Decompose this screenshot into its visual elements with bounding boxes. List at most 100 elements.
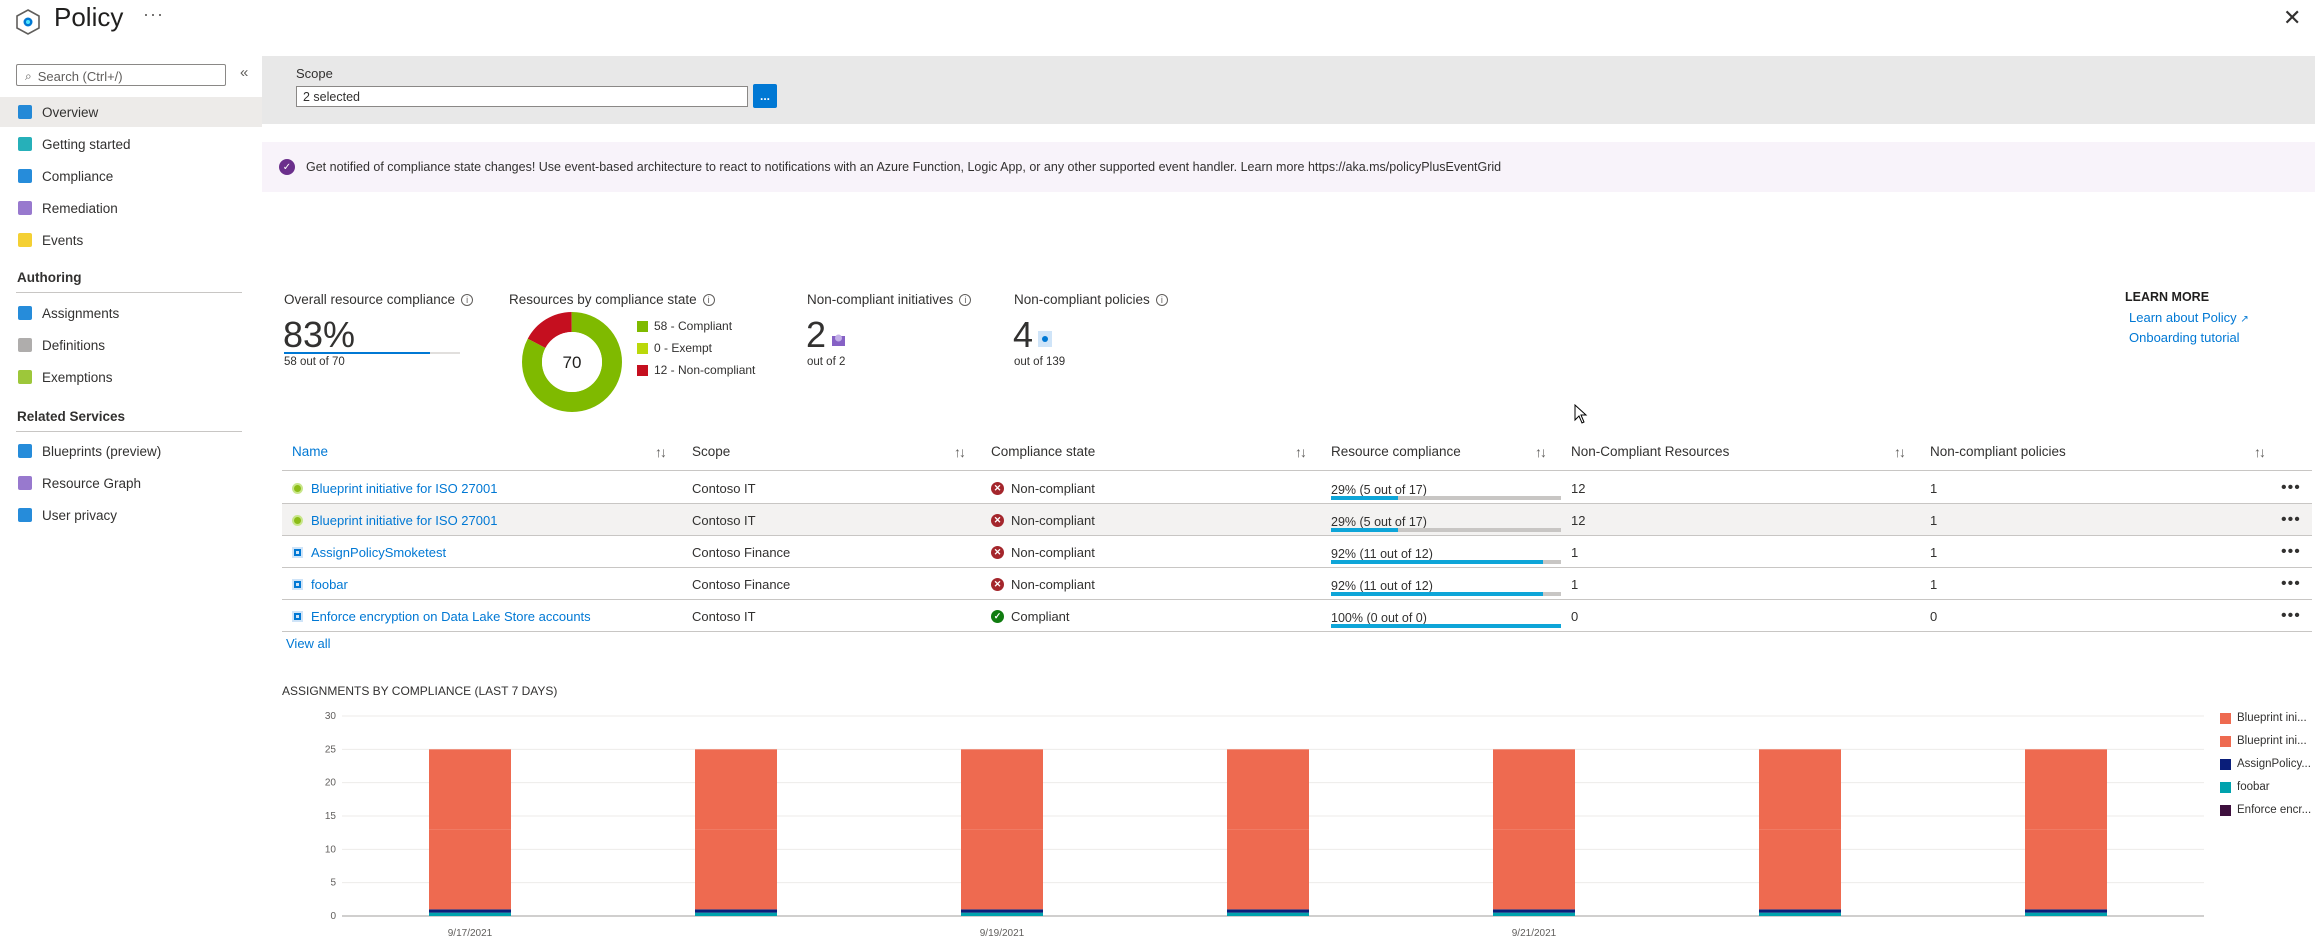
row-compliance-state: ✕ Non-compliant <box>991 472 1095 504</box>
bar-segment-2[interactable] <box>1227 909 1309 913</box>
sort-resource-compliance-icon[interactable]: ↑↓ <box>1535 444 1547 460</box>
sort-noncompliant-policies-icon[interactable]: ↑↓ <box>2254 444 2266 460</box>
donut-slice-compliant[interactable] <box>522 312 622 412</box>
bar-segment-3[interactable] <box>695 829 777 910</box>
row-name[interactable]: foobar <box>311 576 348 592</box>
chart-legend-item[interactable]: Enforce encr... <box>2220 804 2311 816</box>
collapse-sidebar-button[interactable]: « <box>240 64 249 81</box>
scope-input[interactable]: 2 selected <box>296 86 748 107</box>
legend-item[interactable]: 0 - Exempt <box>637 337 755 359</box>
row-name-link[interactable]: Blueprint initiative for ISO 27001 <box>292 504 497 536</box>
bar-segment-1[interactable] <box>1759 912 1841 916</box>
column-header-noncompliant-resources[interactable]: Non-Compliant Resources <box>1571 444 1730 459</box>
table-row[interactable]: AssignPolicySmoketest Contoso Finance ✕ Non… <box>282 536 2312 568</box>
sidebar-item-remediation[interactable]: Remediation <box>0 193 262 223</box>
bar-segment-4[interactable] <box>429 749 511 830</box>
bar-segment-4[interactable] <box>1227 749 1309 830</box>
bar-segment-2[interactable] <box>1493 909 1575 913</box>
info-icon[interactable]: i <box>1155 293 1168 306</box>
row-more-options-button[interactable]: ••• <box>2281 479 2301 496</box>
bar-segment-4[interactable] <box>2025 749 2107 830</box>
row-divider <box>282 567 2312 568</box>
row-name[interactable]: Blueprint initiative for ISO 27001 <box>311 512 498 528</box>
bar-segment-2[interactable] <box>695 909 777 913</box>
chart-legend-item[interactable]: AssignPolicy... <box>2220 758 2311 770</box>
row-name-link[interactable]: Blueprint initiative for ISO 27001 <box>292 472 497 504</box>
info-icon[interactable]: i <box>959 293 972 306</box>
row-name-link[interactable]: Enforce encryption on Data Lake Store ac… <box>292 600 591 632</box>
close-button[interactable]: ✕ <box>2283 5 2302 30</box>
table-row[interactable]: foobar Contoso Finance ✕ Non-compliant 92% (… <box>282 568 2312 600</box>
row-more-options-button[interactable]: ••• <box>2281 511 2301 528</box>
row-name[interactable]: AssignPolicySmoketest <box>311 544 447 560</box>
scope-picker-button[interactable]: ... <box>753 84 777 108</box>
sidebar-item-user-privacy[interactable]: User privacy <box>0 500 262 530</box>
sidebar-item-overview[interactable]: Overview <box>0 97 262 127</box>
onboarding-tutorial-link[interactable]: Onboarding tutorial <box>2129 330 2240 345</box>
bar-segment-1[interactable] <box>695 912 777 916</box>
bar-segment-2[interactable] <box>961 909 1043 913</box>
column-header-compliance-state[interactable]: Compliance state <box>991 444 1096 459</box>
bar-segment-2[interactable] <box>2025 909 2107 913</box>
column-header-noncompliant-policies[interactable]: Non-compliant policies <box>1930 444 2066 459</box>
bar-segment-4[interactable] <box>1759 749 1841 830</box>
search-input[interactable]: ⌕ Search (Ctrl+/) <box>16 64 226 86</box>
chart-legend-item[interactable]: foobar <box>2220 781 2270 793</box>
row-more-options-button[interactable]: ••• <box>2281 543 2301 560</box>
bar-segment-3[interactable] <box>1493 829 1575 910</box>
sidebar-item-resource-graph[interactable]: Resource Graph <box>0 468 262 498</box>
sort-noncompliant-resources-icon[interactable]: ↑↓ <box>1894 444 1906 460</box>
sidebar-item-blueprints-preview[interactable]: Blueprints (preview) <box>0 436 262 466</box>
bar-segment-1[interactable] <box>961 912 1043 916</box>
sidebar-item-exemptions[interactable]: Exemptions <box>0 362 262 392</box>
bar-segment-3[interactable] <box>2025 829 2107 910</box>
row-more-options-button[interactable]: ••• <box>2281 575 2301 592</box>
table-row[interactable]: Blueprint initiative for ISO 27001 Contos… <box>282 504 2312 536</box>
table-row[interactable]: Enforce encryption on Data Lake Store ac… <box>282 600 2312 632</box>
bar-segment-1[interactable] <box>429 912 511 916</box>
row-name[interactable]: Blueprint initiative for ISO 27001 <box>311 480 498 496</box>
policy-doc-icon <box>292 610 303 622</box>
table-row[interactable]: Blueprint initiative for ISO 27001 Contos… <box>282 472 2312 504</box>
sidebar-item-assignments[interactable]: Assignments <box>0 298 262 328</box>
learn-about-policy-link-text[interactable]: Learn about Policy <box>2129 310 2237 325</box>
info-icon[interactable]: i <box>702 293 715 306</box>
compliance-donut-chart[interactable]: 70 <box>521 311 623 413</box>
sort-scope-icon[interactable]: ↑↓ <box>954 444 966 460</box>
learn-about-policy-link[interactable]: Learn about Policy ↗ <box>2129 310 2249 325</box>
bar-segment-3[interactable] <box>1227 829 1309 910</box>
bar-segment-4[interactable] <box>1493 749 1575 830</box>
row-name-link[interactable]: AssignPolicySmoketest <box>292 536 446 568</box>
info-icon[interactable]: i <box>461 293 474 306</box>
row-more-options-button[interactable]: ••• <box>2281 607 2301 624</box>
view-all-link[interactable]: View all <box>286 636 331 651</box>
column-header-name[interactable]: Name <box>292 444 329 459</box>
bar-segment-3[interactable] <box>1759 829 1841 910</box>
chart-legend-item[interactable]: Blueprint ini... <box>2220 735 2307 747</box>
bar-segment-4[interactable] <box>961 749 1043 830</box>
bar-segment-3[interactable] <box>429 829 511 910</box>
bar-segment-2[interactable] <box>1759 909 1841 913</box>
chart-legend-item[interactable]: Blueprint ini... <box>2220 712 2307 724</box>
sort-name-icon[interactable]: ↑↓ <box>655 444 667 460</box>
bar-segment-1[interactable] <box>1227 912 1309 916</box>
bar-segment-3[interactable] <box>961 829 1043 910</box>
sidebar-item-definitions[interactable]: Definitions <box>0 330 262 360</box>
row-name-link[interactable]: foobar <box>292 568 348 600</box>
bar-segment-2[interactable] <box>429 909 511 913</box>
legend-item[interactable]: 12 - Non-compliant <box>637 359 755 381</box>
column-header-scope[interactable]: Scope <box>692 444 731 459</box>
y-tick-label: 10 <box>325 844 337 855</box>
policy-logo-icon <box>16 9 40 35</box>
sort-compliance-state-icon[interactable]: ↑↓ <box>1295 444 1307 460</box>
sidebar-item-compliance[interactable]: Compliance <box>0 161 262 191</box>
row-name[interactable]: Enforce encryption on Data Lake Store ac… <box>311 608 591 624</box>
bar-segment-4[interactable] <box>695 749 777 830</box>
bar-segment-1[interactable] <box>2025 912 2107 916</box>
column-header-resource-compliance[interactable]: Resource compliance <box>1331 444 1461 459</box>
legend-item[interactable]: 58 - Compliant <box>637 315 755 337</box>
more-options-button[interactable]: ··· <box>143 4 164 24</box>
sidebar-item-getting-started[interactable]: Getting started <box>0 129 262 159</box>
sidebar-item-events[interactable]: Events <box>0 225 262 255</box>
bar-segment-1[interactable] <box>1493 912 1575 916</box>
